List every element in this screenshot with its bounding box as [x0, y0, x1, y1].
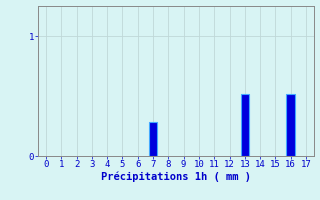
X-axis label: Précipitations 1h ( mm ): Précipitations 1h ( mm ): [101, 172, 251, 182]
Bar: [286, 94, 295, 156]
Bar: [149, 122, 157, 156]
Bar: [241, 94, 249, 156]
